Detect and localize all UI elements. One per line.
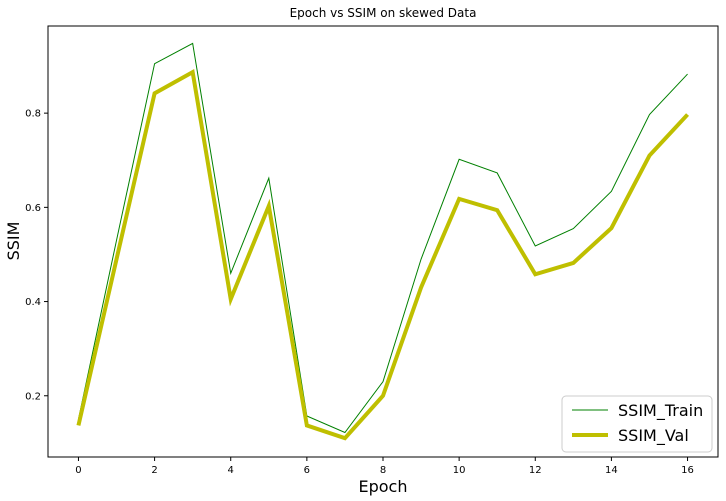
x-tick-label: 6 bbox=[304, 465, 310, 476]
y-tick-label: 0.8 bbox=[25, 109, 41, 120]
y-axis-label: SSIM bbox=[4, 222, 23, 261]
x-axis-ticks: 0 2 4 6 8 10 12 14 16 bbox=[75, 457, 694, 476]
y-tick-label: 0.2 bbox=[25, 391, 41, 402]
series-line-1 bbox=[77, 42, 688, 434]
legend: SSIM_Train SSIM_Val bbox=[561, 395, 713, 453]
x-tick-label: 14 bbox=[605, 465, 618, 476]
x-tick-label: 8 bbox=[380, 465, 386, 476]
x-tick-label: 4 bbox=[228, 465, 234, 476]
legend-label-1: SSIM_Train bbox=[618, 401, 703, 421]
x-tick-label: 0 bbox=[75, 465, 81, 476]
y-axis-ticks: 0.2 0.4 0.6 0.8 bbox=[25, 109, 48, 402]
series-lines bbox=[76, 42, 690, 441]
x-axis-label: Epoch bbox=[359, 477, 408, 496]
series-line-2 bbox=[76, 69, 690, 441]
y-tick-label: 0.6 bbox=[25, 203, 41, 214]
x-tick-label: 10 bbox=[453, 465, 466, 476]
x-tick-label: 2 bbox=[151, 465, 157, 476]
x-tick-label: 16 bbox=[681, 465, 694, 476]
legend-label-2: SSIM_Val bbox=[618, 426, 689, 446]
x-tick-label: 12 bbox=[529, 465, 542, 476]
chart-title: Epoch vs SSIM on skewed Data bbox=[290, 6, 477, 20]
y-tick-label: 0.4 bbox=[25, 297, 41, 308]
